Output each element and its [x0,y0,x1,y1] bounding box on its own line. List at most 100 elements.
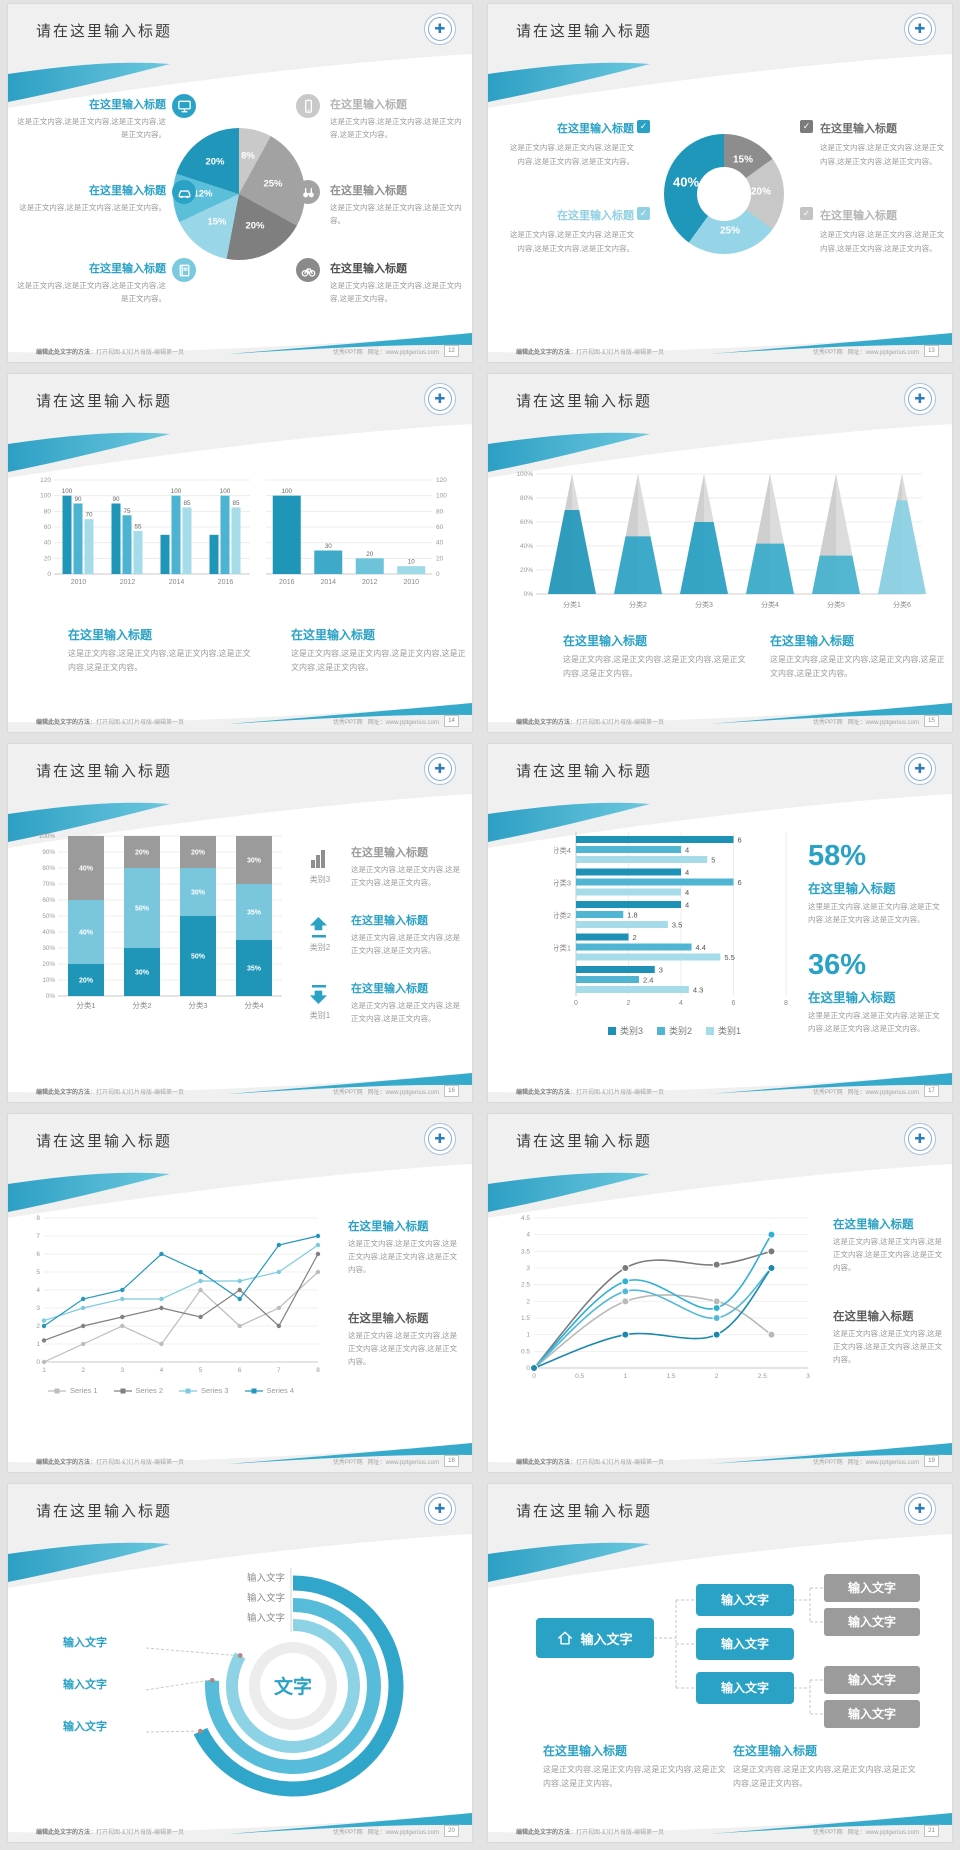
top-swoosh-decoration [8,4,472,108]
block-body: 这是正文内容,这是正文内容,这是正文内容,这是正文内容,这是正文内容。 [68,649,251,672]
bicycle-icon [301,267,315,277]
block-title: 在这里输入标题 [89,263,166,275]
svg-text:100: 100 [40,493,51,500]
svg-text:2: 2 [81,1367,85,1374]
slide-footer: 编辑此处文字的方法：打开视图-幻灯片母版-编辑第一页 优秀PPT网 网址：www.… [8,1084,472,1097]
footer-note: 编辑此处文字的方法：打开视图-幻灯片母版-编辑第一页 [516,1830,665,1836]
slide-17[interactable]: 请在这里输入标题 ✚ 0 2 4 6 8 6 4 5 分类4 4 6 4 分类3 4 1.8 3.5 分类2 2 4… [488,744,952,1102]
footer-note: 编辑此处文字的方法：打开视图-幻灯片母版-编辑第一页 [516,350,665,356]
university-logo-icon: ✚ [424,1123,456,1155]
svg-text:分类3: 分类3 [188,1000,207,1010]
slide-content: 0% 20% 40% 60% 80% 100% 分类1 分类2 分类3 分类4 分类5 分类6 在这里输… [488,374,952,732]
svg-text:分类1: 分类1 [76,1000,95,1010]
svg-text:90: 90 [74,496,82,503]
legend-swatch [608,1026,616,1035]
svg-text:1.8: 1.8 [627,911,637,920]
legend-label: Series 2 [135,1386,164,1395]
svg-text:4.4: 4.4 [696,943,706,952]
svg-text:10%: 10% [42,977,55,984]
logo-cross-icon: ✚ [908,1497,932,1521]
page-number: 12 [444,345,459,357]
slide-19[interactable]: 请在这里输入标题 ✚ 0 0.5 1 1.5 2 2.5 3 3.5 4 4.5 0 0.5 1 1.5 2… [488,1114,952,1472]
side-block: 在这里输入标题 这是正文内容,这是正文内容,这是正文内容,这是正文内容,这是正文内… [348,1310,460,1368]
logo-cross-icon: ✚ [428,17,452,41]
svg-text:30%: 30% [247,858,262,865]
ring-callout-label: 输入文字 [63,1679,107,1691]
chart-legend: 类别3 类别2 类别1 [608,1024,741,1037]
footer-note: 编辑此处文字的方法：打开视图-幻灯片母版-编辑第一页 [516,1090,665,1096]
check-block-left: 在这里输入标题 ✓ 这是正文内容,这是正文内容,这是正文内容,这是正文内容,这是正文… [506,120,654,168]
svg-text:4.5: 4.5 [521,1215,530,1222]
slide-18[interactable]: 请在这里输入标题 ✚ 0 1 2 3 4 5 6 7 8 1 2 3 4 5 6 7 8 Series 1 Seri… [8,1114,472,1472]
slide-footer: 编辑此处文字的方法：打开视图-幻灯片母版-编辑第一页 优秀PPT网 网址：www.… [488,714,952,727]
bottom-swoosh-decoration [488,703,952,732]
car-icon [172,180,196,204]
svg-text:20%: 20% [520,567,533,574]
slide-content: 15% 20% 25% 40% 在这里输入标题 ✓ 这是正文内容,这是正文内容,这是正文内容… [488,4,952,362]
slide-13[interactable]: 请在这里输入标题 ✚ 15% 20% 25% 40% 在这里输入标题 ✓ 这是正文内容,这是… [488,4,952,362]
legend-label: 类别1 [718,1026,742,1036]
block-body: 这里是正文内容,这是正文内容,这是正文内容,这是正文内容,这是正文内容。 [808,902,940,924]
svg-text:2012: 2012 [362,579,378,586]
svg-text:50%: 50% [42,913,55,920]
block-body: 这是正文内容,这是正文内容,这是正文内容,这是正文内容,这是正文内容。 [543,1765,726,1788]
callout-left: 在这里输入标题 这是正文内容,这是正文内容,这是正文内容。 [16,182,166,215]
block-title: 在这里输入标题 [770,634,855,648]
slide-footer: 编辑此处文字的方法：打开视图-幻灯片母版-编辑第一页 优秀PPT网 网址：www.… [8,1824,472,1837]
top-swoosh-decoration [488,374,952,478]
donut-slice-label: 40% [672,174,700,190]
block-title: 在这里输入标题 [733,1744,818,1758]
svg-text:60%: 60% [42,897,55,904]
slide-14[interactable]: 请在这里输入标题 ✚ 0 20 40 60 80 100 120 100 90 70 2010 90 7… [8,374,472,732]
slide-21[interactable]: 请在这里输入标题 ✚ 输入文字 输入文字 输入文字 输入文字 输入文字 输入文字 输入文字输… [488,1484,952,1842]
legend-marker [113,1388,132,1393]
footer-site: 优秀PPT网 网址：www.pptgenius.com 13 [813,345,939,357]
svg-text:100: 100 [436,493,447,500]
svg-text:40%: 40% [42,929,55,936]
monitor-icon [177,100,191,112]
svg-text:0%: 0% [524,591,534,598]
legend-swatch [706,1026,715,1035]
slide-15[interactable]: 请在这里输入标题 ✚ 0% 20% 40% 60% 80% 100% 分类1 分类2 分类3 分类… [488,374,952,732]
bottom-swoosh-decoration [8,333,472,362]
svg-text:20: 20 [44,555,52,562]
svg-text:分类2: 分类2 [132,1000,151,1010]
svg-text:分类2: 分类2 [629,600,647,609]
block-title: 在这里输入标题 [808,882,896,896]
descending-bar-chart: 0 20 40 60 80 100 120 100 2016 30 2014 20 2012 10 2010 [266,477,447,586]
slide-20[interactable]: 请在这里输入标题 ✚ 文字 输入文字 输入文字 输入文字 输入文字 输入文字 输入文字 编辑… [8,1484,472,1842]
check-block-right: 在这里输入标题 ✓ 这是正文内容,这是正文内容,这是正文内容,这是正文内容,这是正文… [800,120,948,168]
chart-caption: 在这里输入标题 这是正文内容,这是正文内容,这是正文内容,这是正文内容,这是正文内… [543,1742,728,1790]
footer-note: 编辑此处文字的方法：打开视图-幻灯片母版-编辑第一页 [516,720,665,726]
slide-content: 0 2 4 6 8 6 4 5 分类4 4 6 4 分类3 4 1.8 3.5 分类2 2 4.4 5.5 分类1 3 2.… [488,744,952,1102]
block-body: 这是正文内容,这是正文内容,这是正文内容,这是正文内容,这是正文内容。 [833,1237,943,1272]
svg-text:20: 20 [366,551,374,558]
svg-text:6: 6 [738,878,742,887]
slide-12[interactable]: 请在这里输入标题 ✚ 8% 25% 20% 15% 12% 20% 在这里输入标题 这是正文内… [8,4,472,362]
svg-text:20%: 20% [191,850,206,857]
block-body: 这是正文内容,这是正文内容,这是正文内容,这是正文内容,这是正文内容。 [348,1239,458,1274]
svg-text:1: 1 [36,1341,40,1348]
svg-text:5.5: 5.5 [724,953,734,962]
svg-text:分类3: 分类3 [554,878,571,888]
slide-title: 请在这里输入标题 [516,763,653,780]
university-logo-icon: ✚ [904,383,936,415]
binoculars-icon [296,180,320,204]
phone-icon [296,94,320,118]
bottom-swoosh-decoration [8,1443,472,1472]
grouped-bar-chart: 0204060801001201009070201090755520121008… [40,477,250,586]
stat-percent: 58% [808,840,867,872]
svg-text:输入文字: 输入文字 [247,1592,285,1604]
block-body: 这是正文内容,这是正文内容,这是正文内容,这是正文内容,这是正文内容。 [291,649,466,672]
block-title: 在这里输入标题 [563,634,648,648]
logo-cross-icon: ✚ [908,17,932,41]
block-title: 在这里输入标题 [330,185,407,197]
chart-caption: 在这里输入标题 这是正文内容,这是正文内容,这是正文内容,这是正文内容,这是正文内… [733,1742,918,1790]
stat-percent: 36% [808,949,867,981]
logo-cross-icon: ✚ [908,387,932,411]
arrow-down-icon [309,985,327,1004]
top-swoosh-decoration [8,1114,472,1218]
slide-16[interactable]: 请在这里输入标题 ✚ 0% 10% 20% 30% 40% 50% 60% 70% 80% 90%… [8,744,472,1102]
legend-swatch [657,1026,666,1035]
svg-text:2: 2 [633,933,637,942]
